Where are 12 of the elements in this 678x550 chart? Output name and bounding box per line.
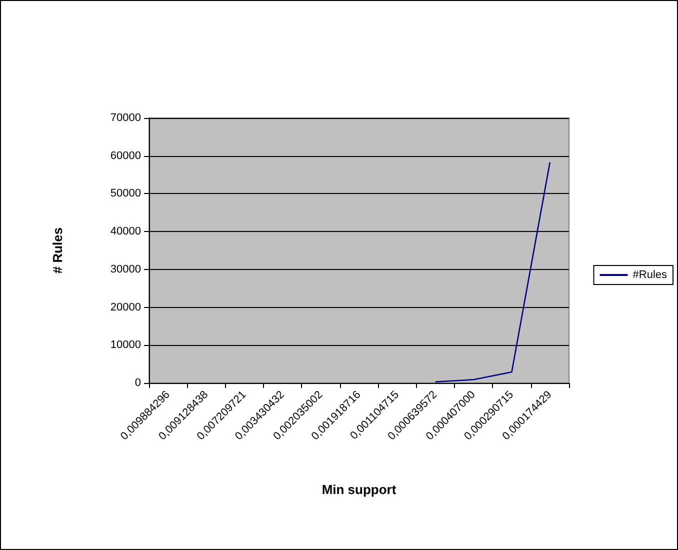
y-tick-label: 70000 — [110, 112, 141, 124]
legend-label: #Rules — [632, 269, 668, 281]
y-tick-label: 60000 — [110, 150, 141, 162]
x-axis-title: Min support — [322, 482, 397, 497]
y-axis-title: # Rules — [50, 227, 65, 274]
y-tick-label: 30000 — [110, 263, 141, 276]
line-series — [434, 162, 551, 383]
y-tick-label: 10000 — [110, 339, 141, 352]
y-tick-label: 20000 — [110, 301, 141, 314]
y-tick-label: 40000 — [110, 226, 141, 238]
y-tick-label: 0 — [134, 377, 141, 389]
y-tick-label: 50000 — [110, 188, 141, 200]
